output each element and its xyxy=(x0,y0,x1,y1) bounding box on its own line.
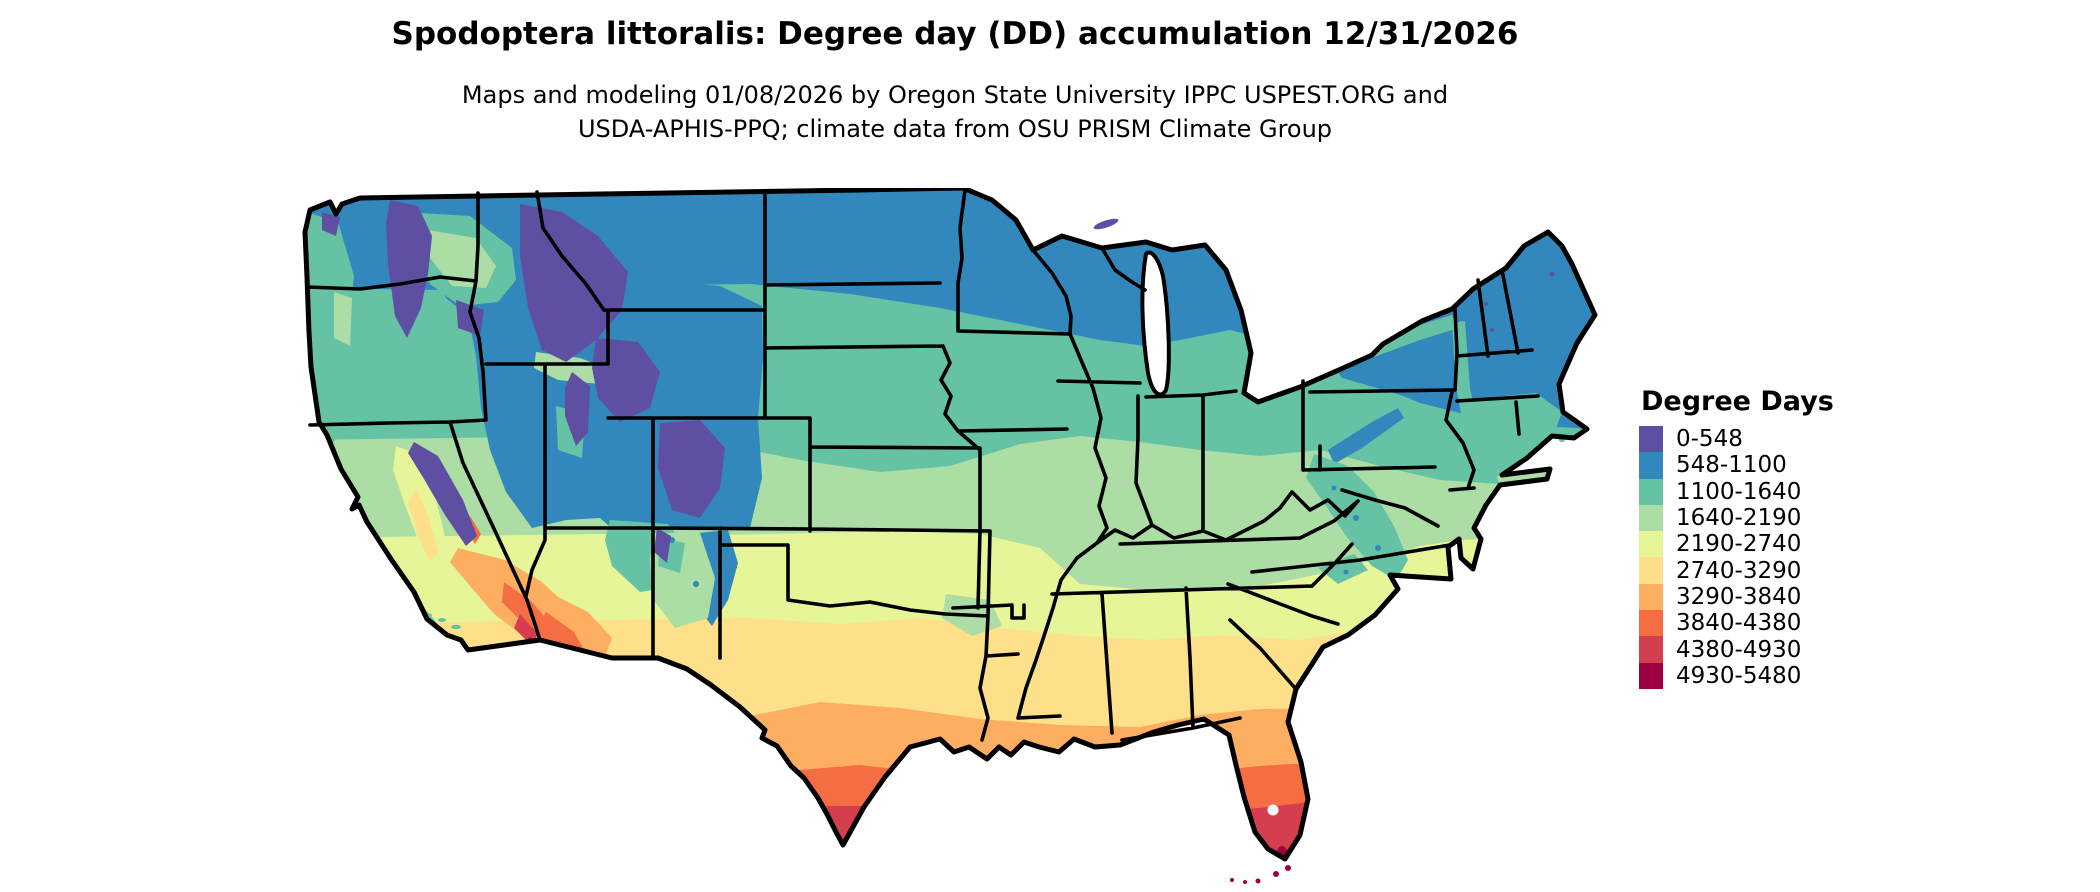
legend-item: 4380-4930 xyxy=(1639,636,1834,663)
legend-swatch xyxy=(1639,478,1663,505)
legend-swatch xyxy=(1639,504,1663,532)
subtitle-line-2: USDA-APHIS-PPQ; climate data from OSU PR… xyxy=(577,115,1333,143)
legend-title: Degree Days xyxy=(1641,386,1834,417)
legend-item: 1640-2190 xyxy=(1639,504,1834,532)
legend-swatch xyxy=(1639,452,1663,479)
legend-swatch xyxy=(1639,662,1663,689)
legend-label: 1100-1640 xyxy=(1676,478,1802,505)
legend-item: 0-548 xyxy=(1639,426,1834,453)
legend-swatch xyxy=(1639,583,1663,611)
legend: Degree Days 0-548 548-1100 1100-1640 1640-2… xyxy=(1639,386,1834,689)
legend-item: 3840-4380 xyxy=(1639,610,1834,637)
legend-label: 2190-2740 xyxy=(1676,531,1802,558)
page-title: Spodoptera littoralis: Degree day (DD) a… xyxy=(391,16,1519,52)
us-outline xyxy=(302,188,1598,862)
legend-item: 2740-3290 xyxy=(1639,557,1834,584)
lake-michigan xyxy=(1140,250,1171,397)
subtitle: Maps and modeling 01/08/2026 by Oregon S… xyxy=(0,78,1910,146)
state-borders xyxy=(305,188,1540,742)
legend-swatch xyxy=(1639,426,1663,453)
legend-swatch xyxy=(1639,531,1663,558)
legend-item: 4930-5480 xyxy=(1639,662,1834,689)
legend-label: 3840-4380 xyxy=(1676,610,1802,637)
legend-swatch xyxy=(1639,636,1663,663)
legend-item: 3290-3840 xyxy=(1639,583,1834,611)
us-degree-day-map xyxy=(302,188,1598,884)
map-raster-fill xyxy=(305,188,1595,859)
legend-item: 1100-1640 xyxy=(1639,478,1834,505)
legend-label: 1640-2190 xyxy=(1676,505,1802,532)
legend-items: 0-548 548-1100 1100-1640 1640-2190 2190-2740… xyxy=(1639,426,1834,689)
legend-swatch xyxy=(1639,557,1663,584)
legend-swatch xyxy=(1639,610,1663,637)
florida-keys xyxy=(1230,865,1291,884)
legend-label: 4930-5480 xyxy=(1676,662,1802,689)
legend-label: 2740-3290 xyxy=(1676,557,1802,584)
legend-label: 0-548 xyxy=(1676,426,1743,453)
legend-label: 548-1100 xyxy=(1676,452,1787,479)
legend-label: 4380-4930 xyxy=(1676,636,1802,663)
subtitle-line-1: Maps and modeling 01/08/2026 by Oregon S… xyxy=(461,81,1449,109)
legend-item: 548-1100 xyxy=(1639,452,1834,479)
legend-item: 2190-2740 xyxy=(1639,531,1834,558)
legend-label: 3290-3840 xyxy=(1676,583,1802,610)
